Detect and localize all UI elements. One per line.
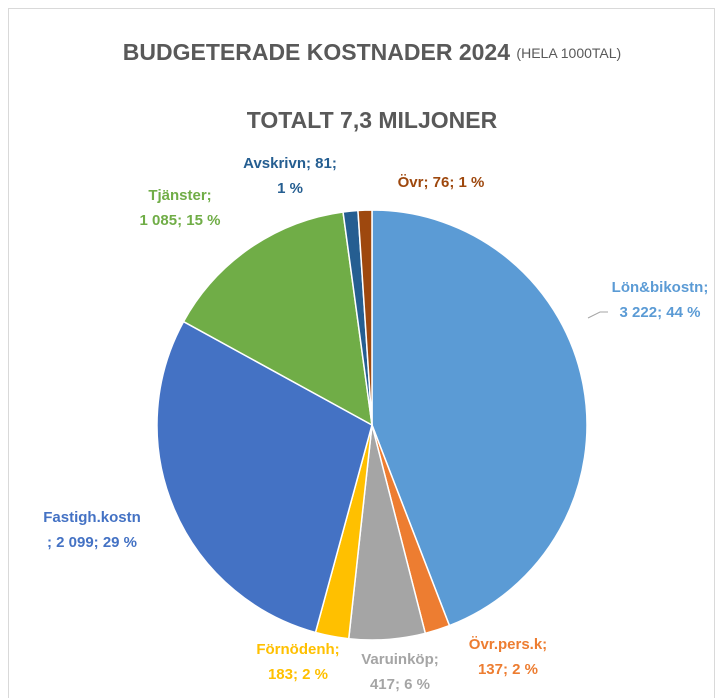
title-main: BUDGETERADE KOSTNADER 2024 [123, 39, 510, 65]
data-label: 1 % [277, 180, 303, 197]
data-label: ; 2 099; 29 % [47, 534, 137, 551]
data-label: Tjänster; [148, 187, 211, 204]
data-labels: Lön&bikostn; 3 222; 44 % Övr.pers.k; 137; 2… [43, 155, 708, 693]
data-label: Förnödenh; [256, 641, 339, 658]
pie-slice [371, 209, 588, 627]
pie-slice [357, 209, 373, 426]
data-label: Övr; 76; 1 % [398, 174, 485, 191]
data-label: 1 085; 15 % [140, 212, 221, 229]
title-note: (HELA 1000TAL) [516, 45, 621, 61]
data-label: 3 222; 44 % [620, 304, 701, 321]
pie [156, 209, 588, 641]
data-label: Övr.pers.k; [469, 636, 547, 653]
pie-slice [156, 320, 373, 634]
leader-line [587, 311, 608, 319]
data-label: 137; 2 % [478, 661, 538, 678]
data-label: Varuinköp; [361, 651, 439, 668]
chart-title: BUDGETERADE KOSTNADER 2024 (HELA 1000TAL… [123, 39, 621, 65]
data-label: 417; 6 % [370, 676, 430, 693]
data-label: Fastigh.kostn [43, 509, 141, 526]
data-label: Avskrivn; 81; [243, 155, 337, 172]
pie-slice [182, 211, 373, 427]
chart-subtitle: TOTALT 7,3 MILJONER [247, 107, 498, 133]
data-label: 183; 2 % [268, 666, 328, 683]
data-label: Lön&bikostn; [612, 279, 709, 296]
